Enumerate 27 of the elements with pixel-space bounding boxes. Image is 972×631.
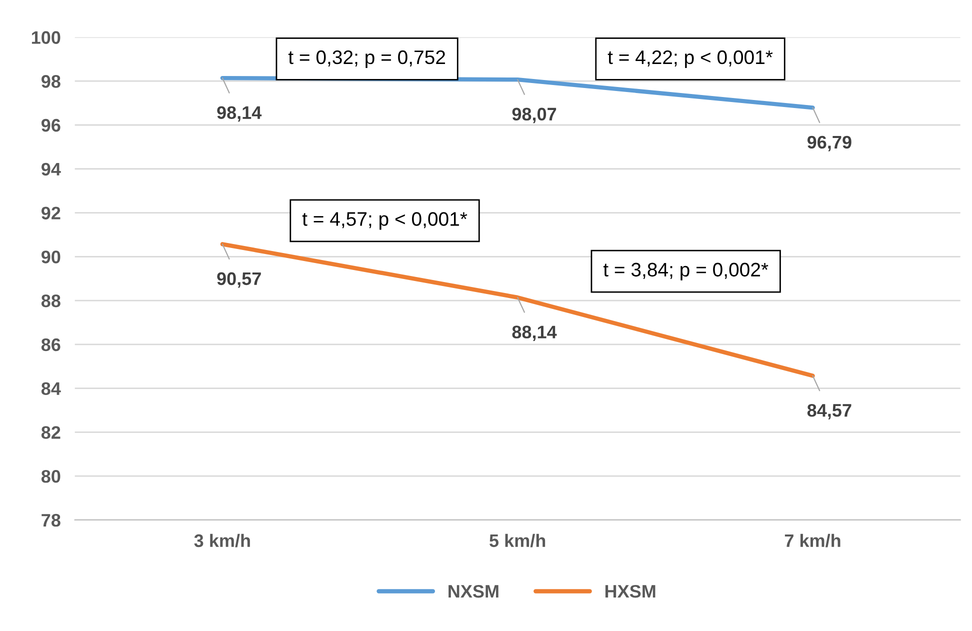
y-tick-label: 82 <box>41 426 60 439</box>
data-label: 84,57 <box>807 404 852 420</box>
data-label: 88,14 <box>512 326 557 342</box>
x-tick-label: 5 km/h <box>490 534 546 548</box>
y-tick-label: 92 <box>42 206 60 220</box>
y-tick-label: 88 <box>41 294 60 308</box>
y-tick-label: 80 <box>41 470 60 483</box>
y-tick-label: 100 <box>32 31 60 44</box>
annotation: t = 3,84; p = 0,002* <box>603 262 768 280</box>
y-tick-label: 78 <box>42 514 60 527</box>
data-label: 98,14 <box>217 106 262 122</box>
data-label: 98,07 <box>512 108 556 124</box>
x-tick-label: 3 km/h <box>194 534 250 548</box>
y-tick-label: 86 <box>41 338 60 352</box>
y-tick-label: 98 <box>42 75 60 88</box>
y-tick-label: 90 <box>42 250 60 264</box>
annotation: t = 0,32; p = 0,752 <box>288 50 446 68</box>
data-label: 90,57 <box>217 272 261 288</box>
data-label: 96,79 <box>807 136 852 152</box>
annotation: t = 4,57; p < 0,001* <box>302 212 468 230</box>
x-tick-label: 7 km/h <box>784 534 840 548</box>
y-tick-label: 96 <box>42 118 60 132</box>
legend-label: NXSM <box>448 584 498 598</box>
annotation: t = 4,22; p < 0,001* <box>608 50 773 68</box>
y-tick-label: 94 <box>42 162 61 176</box>
y-tick-label: 84 <box>41 382 61 396</box>
legend-label: HXSM <box>605 584 656 598</box>
